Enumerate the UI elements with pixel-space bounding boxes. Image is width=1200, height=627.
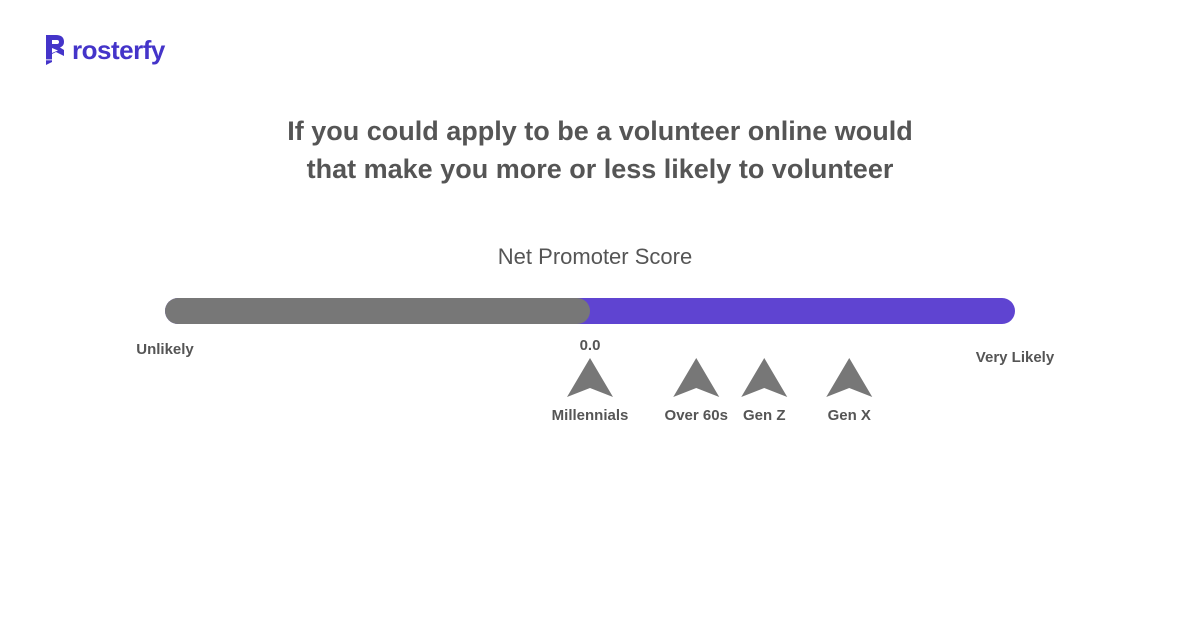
chart-title-line-1: If you could apply to be a volunteer onl… — [287, 116, 913, 146]
gauge-score-label: 0.0 — [580, 337, 601, 354]
gauge-min-label: Unlikely — [136, 341, 194, 358]
marker-label-gen-z: Gen Z — [743, 407, 786, 424]
marker-label-gen-x: Gen X — [828, 407, 871, 424]
gauge-bar-negative — [165, 298, 590, 324]
marker-arrow-over-60s — [673, 358, 720, 397]
chart-title-line-2: that make you more or less likely to vol… — [306, 154, 894, 184]
marker-label-over-60s: Over 60s — [665, 407, 728, 424]
gauge-max-label: Very Likely — [976, 349, 1055, 366]
gauge-markers: Millennials Over 60s Gen Z Gen X — [552, 358, 873, 424]
chart-title: If you could apply to be a volunteer onl… — [150, 112, 1050, 188]
marker-label-millennials: Millennials — [552, 407, 629, 424]
marker-arrow-millennials — [567, 358, 613, 397]
marker-arrow-gen-x — [826, 358, 873, 397]
rosterfy-logo-icon — [46, 35, 64, 65]
logo-text: rosterfy — [72, 35, 165, 65]
marker-arrow-gen-z — [741, 358, 788, 397]
chart-subtitle: Net Promoter Score — [497, 244, 693, 269]
rosterfy-logo[interactable]: rosterfy — [44, 34, 165, 66]
